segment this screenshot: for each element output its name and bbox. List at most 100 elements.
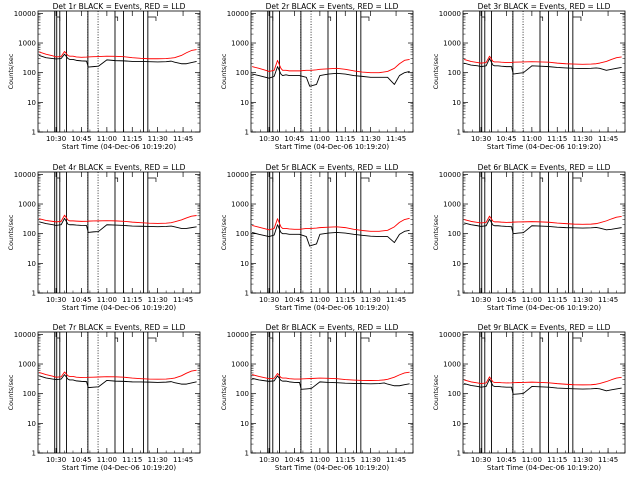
detector-panel-4: Det 4r BLACK = Events, RED = LLD 1 10 100 10…	[7, 163, 201, 312]
y-tick-label: 1000	[18, 40, 36, 48]
x-tick-label: 11:15	[122, 135, 142, 143]
x-tick-label: 10:30	[46, 135, 66, 143]
x-tick-label: 11:15	[547, 456, 567, 464]
y-tick-label: 1	[245, 450, 249, 458]
y-tick-label: 10000	[227, 171, 249, 179]
y-tick-label: 1000	[443, 40, 461, 48]
x-tick-label: 11:30	[148, 456, 168, 464]
interval-bracket	[572, 177, 582, 182]
x-axis-label: Start Time (04-Dec-06 10:19:20)	[62, 304, 176, 312]
x-tick-label: 11:30	[361, 135, 381, 143]
detector-panel-6: Det 6r BLACK = Events, RED = LLD 1 10 100 10…	[432, 163, 626, 312]
y-tick-label: 1	[245, 129, 249, 137]
y-tick-label: 1	[457, 450, 461, 458]
y-tick-label: 10	[452, 260, 461, 268]
interval-bracket	[360, 16, 370, 21]
x-tick-label: 10:30	[471, 135, 491, 143]
plot-frame	[250, 10, 414, 133]
events-rate-line	[464, 378, 622, 395]
x-tick-label: 11:00	[97, 296, 117, 304]
detector-panel-8: Det 8r BLACK = Events, RED = LLD 1 10 100 10…	[220, 323, 414, 472]
y-tick-label: 1000	[231, 40, 249, 48]
lld-rate-line	[252, 371, 410, 381]
interval-bracket	[360, 177, 370, 182]
plot-frame	[250, 331, 414, 454]
x-tick-label: 11:15	[547, 296, 567, 304]
x-axis-label: Start Time (04-Dec-06 10:19:20)	[487, 143, 601, 151]
y-tick-label: 1000	[231, 201, 249, 209]
x-tick-label: 11:45	[598, 135, 618, 143]
interval-bracket	[147, 177, 157, 182]
x-tick-label: 11:45	[598, 296, 618, 304]
y-tick-label: 10	[240, 260, 249, 268]
x-tick-label: 11:45	[386, 135, 406, 143]
detector-panel-9: Det 9r BLACK = Events, RED = LLD 1 10 100 10…	[432, 323, 626, 472]
x-tick-label: 10:45	[71, 296, 91, 304]
y-tick-label: 10000	[439, 331, 461, 339]
y-tick-label: 100	[236, 390, 249, 398]
y-tick-label: 100	[23, 230, 36, 238]
panel-title: Det 6r BLACK = Events, RED = LLD	[478, 163, 611, 172]
interval-bracket	[269, 16, 274, 21]
panel-title: Det 7r BLACK = Events, RED = LLD	[53, 323, 186, 332]
x-tick-label: 10:30	[471, 296, 491, 304]
interval-bracket	[572, 16, 582, 21]
events-rate-line	[252, 375, 410, 390]
x-tick-label: 10:45	[284, 135, 304, 143]
x-tick-label: 11:15	[547, 135, 567, 143]
events-rate-line	[464, 58, 622, 75]
plot-frame	[37, 10, 201, 133]
x-tick-label: 11:30	[573, 456, 593, 464]
panel-title: Det 1r BLACK = Events, RED = LLD	[53, 2, 186, 11]
x-tick-label: 11:45	[598, 456, 618, 464]
detector-panel-7: Det 7r BLACK = Events, RED = LLD 1 10 100 10…	[7, 323, 201, 472]
y-tick-label: 10	[27, 99, 36, 107]
interval-markers	[479, 172, 582, 293]
y-tick-label: 10000	[14, 331, 36, 339]
detector-panel-2: Det 2r BLACK = Events, RED = LLD 1 10 100 10…	[220, 2, 414, 151]
plot-frame	[37, 331, 201, 454]
y-tick-label: 1000	[18, 201, 36, 209]
x-tick-label: 11:30	[573, 135, 593, 143]
x-tick-label: 11:00	[97, 135, 117, 143]
x-tick-label: 11:45	[386, 456, 406, 464]
x-tick-label: 10:45	[284, 456, 304, 464]
lld-rate-line	[39, 214, 197, 224]
plot-frame	[250, 171, 414, 294]
interval-bracket	[269, 337, 274, 342]
y-tick-label: 10	[452, 420, 461, 428]
x-tick-label: 11:00	[310, 456, 330, 464]
x-tick-label: 10:45	[284, 296, 304, 304]
panel-title: Det 9r BLACK = Events, RED = LLD	[478, 323, 611, 332]
x-tick-label: 10:30	[46, 456, 66, 464]
panel-title: Det 4r BLACK = Events, RED = LLD	[53, 163, 186, 172]
x-tick-label: 11:30	[361, 296, 381, 304]
events-rate-line	[38, 53, 197, 68]
y-axis-label: Counts/sec	[7, 214, 15, 250]
interval-markers	[54, 332, 157, 453]
detector-panel-3: Det 3r BLACK = Events, RED = LLD 1 10 100 10…	[432, 2, 626, 151]
interval-markers	[267, 11, 370, 132]
x-tick-label: 11:45	[173, 135, 193, 143]
x-tick-label: 11:30	[148, 135, 168, 143]
y-axis-label: Counts/sec	[7, 53, 15, 89]
y-tick-label: 10	[452, 99, 461, 107]
y-tick-label: 10000	[439, 10, 461, 18]
x-tick-label: 11:30	[148, 296, 168, 304]
x-tick-label: 11:45	[173, 456, 193, 464]
interval-markers	[54, 11, 157, 132]
interval-bracket	[572, 337, 582, 342]
x-tick-label: 11:15	[335, 456, 355, 464]
y-tick-label: 10	[27, 420, 36, 428]
y-tick-label: 100	[448, 390, 461, 398]
interval-bracket	[147, 337, 157, 342]
panel-title: Det 8r BLACK = Events, RED = LLD	[266, 323, 399, 332]
lld-rate-line	[464, 215, 622, 225]
y-axis-label: Counts/sec	[220, 374, 228, 410]
y-tick-label: 100	[448, 69, 461, 77]
y-axis-label: Counts/sec	[432, 214, 440, 250]
interval-bracket	[114, 337, 119, 342]
interval-bracket	[360, 337, 370, 342]
x-tick-label: 10:30	[259, 456, 279, 464]
y-axis-label: Counts/sec	[432, 53, 440, 89]
